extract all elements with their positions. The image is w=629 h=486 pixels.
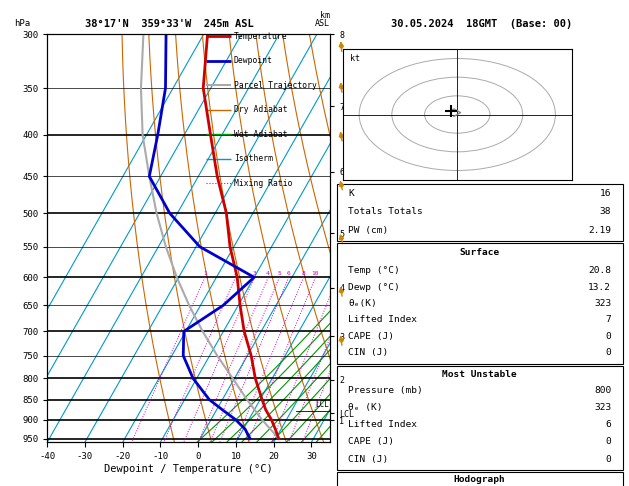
Text: 323: 323: [594, 403, 611, 412]
Text: Dewp (°C): Dewp (°C): [348, 282, 399, 292]
Text: Temperature: Temperature: [234, 32, 287, 40]
Text: Lifted Index: Lifted Index: [348, 315, 417, 325]
Text: θₑ (K): θₑ (K): [348, 403, 382, 412]
Text: 0: 0: [606, 332, 611, 341]
Point: [196, 58, 204, 64]
Text: 8: 8: [301, 271, 305, 276]
Text: 2.19: 2.19: [588, 226, 611, 235]
Point: [196, 180, 204, 186]
Text: 15: 15: [333, 271, 341, 276]
Text: km
ASL: km ASL: [315, 11, 330, 28]
Text: Isotherm: Isotherm: [234, 154, 273, 163]
Text: CIN (J): CIN (J): [348, 348, 388, 357]
Text: 1: 1: [203, 271, 206, 276]
Text: 38: 38: [600, 208, 611, 216]
Text: 6: 6: [286, 271, 290, 276]
Text: 10: 10: [311, 271, 319, 276]
Point: [196, 156, 204, 161]
Text: 0: 0: [606, 348, 611, 357]
Text: Mixing Ratio: Mixing Ratio: [234, 178, 292, 188]
Text: Hodograph: Hodograph: [454, 475, 506, 484]
Bar: [337, 472, 623, 486]
Text: 5: 5: [277, 271, 281, 276]
Text: 7: 7: [606, 315, 611, 325]
Text: 0: 0: [606, 454, 611, 464]
Text: Surface: Surface: [460, 248, 499, 257]
Bar: [337, 243, 623, 364]
Point: [196, 106, 204, 112]
Text: Dry Adiabat: Dry Adiabat: [234, 105, 287, 114]
Text: 30.05.2024  18GMT  (Base: 00): 30.05.2024 18GMT (Base: 00): [391, 19, 572, 30]
Text: Most Unstable: Most Unstable: [442, 370, 517, 379]
Text: 6: 6: [606, 420, 611, 430]
Point: [197, 82, 204, 88]
Text: 13.2: 13.2: [588, 282, 611, 292]
X-axis label: Dewpoint / Temperature (°C): Dewpoint / Temperature (°C): [104, 464, 273, 474]
Text: LCL: LCL: [315, 400, 329, 409]
Text: CIN (J): CIN (J): [348, 454, 388, 464]
Point: [197, 106, 204, 112]
Text: 0: 0: [606, 437, 611, 447]
Point: [196, 131, 204, 137]
Text: 2: 2: [233, 271, 237, 276]
Text: Dewpoint: Dewpoint: [234, 56, 273, 65]
Bar: [337, 365, 623, 469]
Text: Pressure (mb): Pressure (mb): [348, 386, 423, 395]
Text: 3: 3: [252, 271, 256, 276]
Text: CAPE (J): CAPE (J): [348, 332, 394, 341]
Text: 16: 16: [600, 189, 611, 198]
Point: [196, 82, 204, 88]
Point: [197, 131, 204, 137]
Point: [197, 33, 204, 39]
Point: [197, 180, 204, 186]
Text: 323: 323: [594, 299, 611, 308]
Text: CAPE (J): CAPE (J): [348, 437, 394, 447]
Text: K: K: [348, 189, 353, 198]
Text: 20.8: 20.8: [588, 266, 611, 275]
Text: Wet Adiabat: Wet Adiabat: [234, 130, 287, 139]
Text: kt: kt: [350, 54, 360, 63]
Text: Totals Totals: Totals Totals: [348, 208, 423, 216]
Text: θₑ(K): θₑ(K): [348, 299, 377, 308]
Text: 800: 800: [594, 386, 611, 395]
Point: [197, 156, 204, 161]
Text: Parcel Trajectory: Parcel Trajectory: [234, 81, 317, 89]
Text: hPa: hPa: [14, 19, 31, 28]
Text: Temp (°C): Temp (°C): [348, 266, 399, 275]
Bar: [337, 184, 623, 241]
Text: 4: 4: [266, 271, 270, 276]
Point: [196, 33, 204, 39]
Text: Lifted Index: Lifted Index: [348, 420, 417, 430]
Text: PW (cm): PW (cm): [348, 226, 388, 235]
Text: 38°17'N  359°33'W  245m ASL: 38°17'N 359°33'W 245m ASL: [86, 19, 254, 30]
Point: [197, 58, 204, 64]
